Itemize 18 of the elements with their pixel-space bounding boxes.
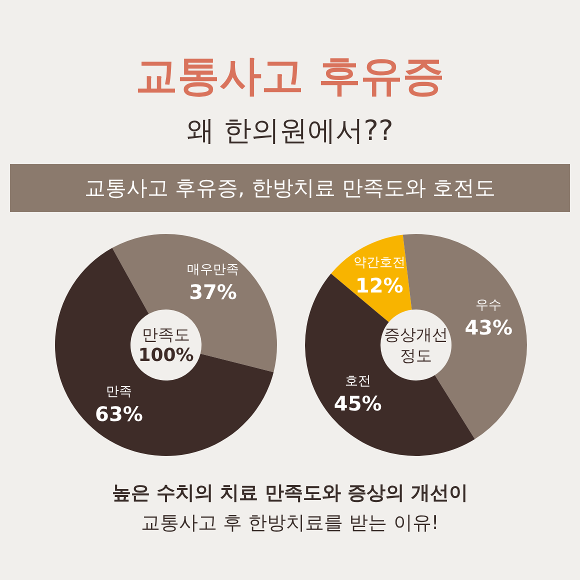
text: 100% xyxy=(138,345,194,366)
text: 만족도 xyxy=(141,324,191,345)
data-label: 43% xyxy=(464,316,513,340)
slice-label: 우수 xyxy=(476,298,502,313)
text: 교통사고 후유증 xyxy=(134,50,446,102)
text: 높은 수치의 치료 만족도와 증상의 개선이 xyxy=(110,481,470,506)
text: 증상개선 정도 xyxy=(383,324,449,366)
slice-label: 약간호전 xyxy=(353,256,406,271)
slice-label: 매우만족 xyxy=(187,262,239,278)
data-label: 63% xyxy=(95,402,143,426)
text: 교통사고 후 한방치료를 받는 이유! xyxy=(140,511,440,536)
data-label: 37% xyxy=(189,280,237,304)
text: 왜 한의원에서?? xyxy=(186,113,394,149)
data-label: 12% xyxy=(355,273,404,298)
slice-label: 만족 xyxy=(106,384,132,400)
slice-label: 호전 xyxy=(344,374,371,389)
data-label: 45% xyxy=(334,392,382,416)
text: 교통사고 후유증, 한방치료 만족도와 호전도 xyxy=(84,175,496,202)
